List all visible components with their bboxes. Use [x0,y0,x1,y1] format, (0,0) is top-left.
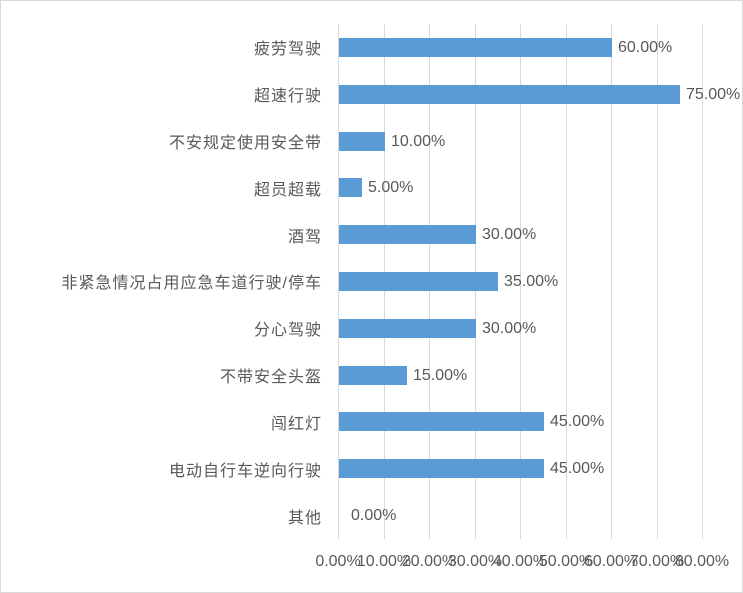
data-label-7: 15.00% [413,366,468,384]
category-label-7: 不带安全头盔 [219,369,322,387]
gridline [566,24,567,539]
category-label-0: 疲劳驾驶 [253,41,322,59]
category-label-10: 其他 [287,509,322,527]
x-axis-labels: 0.00% 10.00% 20.00% 30.00% 40.00% 50.00% 60.00… [1,553,742,573]
bar-8 [339,412,544,432]
x-tick-label-1: 10.00% [356,553,412,570]
x-tick-label-7: 70.00% [629,553,685,570]
bar-0 [339,37,612,57]
x-tick-label-5: 50.00% [538,553,594,570]
gridline [520,24,521,539]
data-label-1: 75.00% [686,85,741,103]
category-label-6: 分心驾驶 [253,322,322,340]
category-label-2: 不安规定使用安全带 [168,135,322,153]
data-label-10: 0.00% [351,507,397,525]
data-label-4: 30.00% [482,226,537,244]
category-label-9: 电动自行车逆向行驶 [168,462,322,480]
data-label-9: 45.00% [550,460,605,478]
plot-area: 60.00% 75.00% 10.00% 5.00% 30.00% 35.00% 30.00… [338,24,740,539]
data-label-2: 10.00% [391,132,446,150]
bar-2 [339,131,385,151]
x-tick-label-6: 60.00% [583,553,639,570]
bar-4 [339,225,476,245]
data-label-8: 45.00% [550,413,605,431]
bar-3 [339,178,362,198]
data-label-3: 5.00% [368,179,414,197]
data-label-0: 60.00% [618,38,673,56]
x-tick-label-3: 30.00% [447,553,503,570]
category-label-3: 超员超载 [253,181,322,199]
data-label-6: 30.00% [482,319,537,337]
category-label-5: 非紧急情况占用应急车道行驶/停车 [61,275,322,293]
data-label-5: 35.00% [504,273,559,290]
category-label-8: 闯红灯 [270,415,322,433]
bar-7 [339,365,407,385]
category-label-1: 超速行驶 [253,88,322,106]
category-label-4: 酒驾 [287,228,322,246]
x-tick-label-4: 40.00% [492,553,548,570]
gridline [657,24,658,539]
bar-6 [339,318,476,338]
gridline [702,24,703,539]
bar-9 [339,459,544,479]
bar-5 [339,272,498,291]
gridline [611,24,612,539]
bar-1 [339,84,680,104]
x-tick-label-8: 80.00% [674,553,730,570]
category-axis-line [338,24,339,539]
category-axis: 疲劳驾驶超速行驶不安规定使用安全带超员超载酒驾非紧急情况占用应急车道行驶/停车分… [1,24,322,539]
x-tick-label-0: 0.00% [315,553,361,570]
x-tick-label-2: 20.00% [401,553,457,570]
